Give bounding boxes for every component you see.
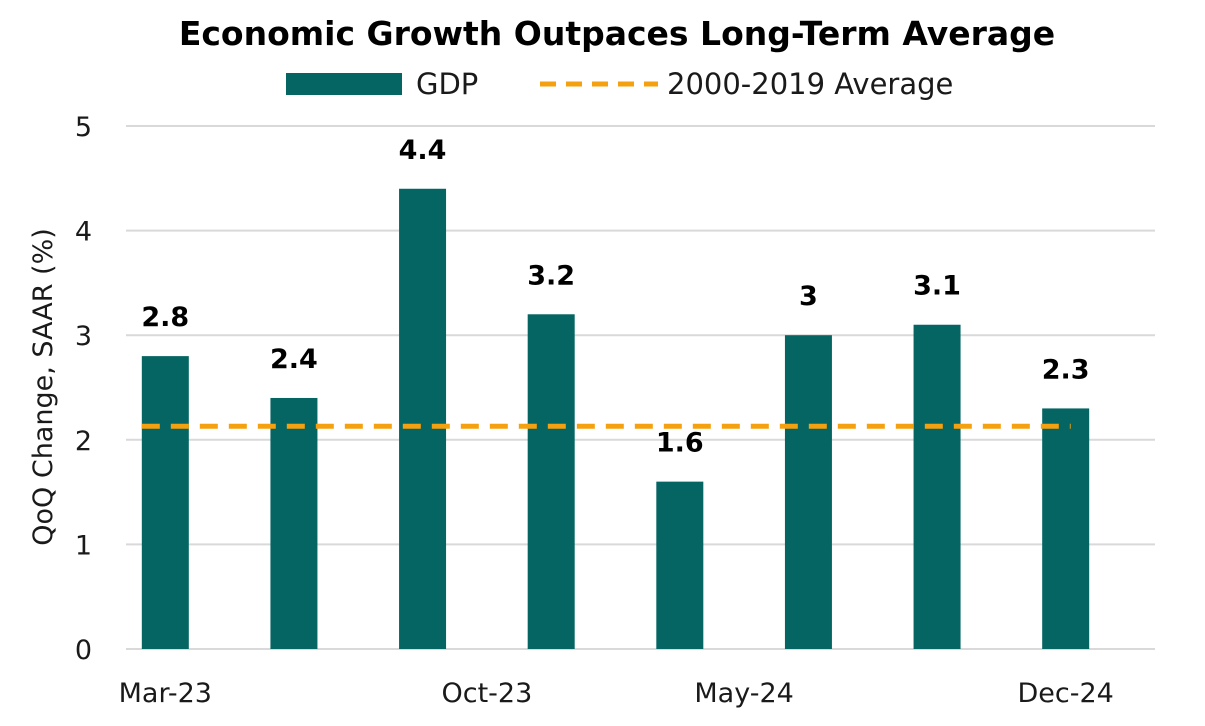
y-axis-title: QoQ Change, SAAR (%) — [28, 228, 59, 546]
data-label-gdp-sep-23: 4.4 — [399, 135, 447, 166]
data-label-gdp-sep-24: 3.1 — [913, 271, 961, 302]
bar-gdp-jun-23 — [270, 397, 318, 649]
bar-gdp-mar-23 — [141, 356, 189, 649]
y-axis-ticks: 0 1 2 3 4 5 — [75, 112, 92, 666]
data-label-gdp-mar-24: 1.6 — [656, 428, 704, 459]
chart-title: Economic Growth Outpaces Long-Term Avera… — [179, 14, 1055, 53]
x-tick-label: May-24 — [694, 678, 793, 709]
x-axis-ticks: Mar-23 Oct-23 May-24 Dec-24 — [119, 678, 1114, 709]
data-label-gdp-mar-23: 2.8 — [141, 302, 189, 333]
data-label-gdp-dec-23: 3.2 — [527, 260, 575, 291]
bar-gdp-jun-24 — [784, 335, 832, 649]
bar-gdp-mar-24 — [656, 481, 704, 649]
bar-gdp-sep-23 — [399, 188, 447, 649]
x-tick-label: Dec-24 — [1018, 678, 1114, 709]
y-tick-label: 4 — [75, 217, 92, 248]
data-label-gdp-jun-24: 3 — [799, 281, 818, 312]
data-labels: 2.8 2.4 4.4 3.2 1.6 3 3.1 2.3 — [141, 135, 1089, 459]
x-tick-label: Mar-23 — [119, 678, 212, 709]
bar-gdp-sep-24 — [913, 324, 961, 649]
bar-gdp-dec-23 — [527, 314, 575, 649]
x-tick-label: Oct-23 — [441, 678, 532, 709]
legend-label-gdp: GDP — [416, 67, 478, 101]
bar-gdp-dec-24 — [1042, 408, 1090, 649]
bars — [141, 188, 1090, 649]
legend-label-average: 2000-2019 Average — [667, 67, 953, 101]
y-tick-label: 5 — [75, 112, 92, 143]
data-label-gdp-dec-24: 2.3 — [1042, 354, 1090, 385]
y-tick-label: 0 — [75, 635, 92, 666]
legend-swatch-gdp — [286, 73, 402, 95]
y-tick-label: 1 — [75, 530, 92, 561]
legend: GDP 2000-2019 Average — [286, 67, 953, 101]
data-label-gdp-jun-23: 2.4 — [270, 344, 318, 375]
y-tick-label: 2 — [75, 426, 92, 457]
y-tick-label: 3 — [75, 321, 92, 352]
